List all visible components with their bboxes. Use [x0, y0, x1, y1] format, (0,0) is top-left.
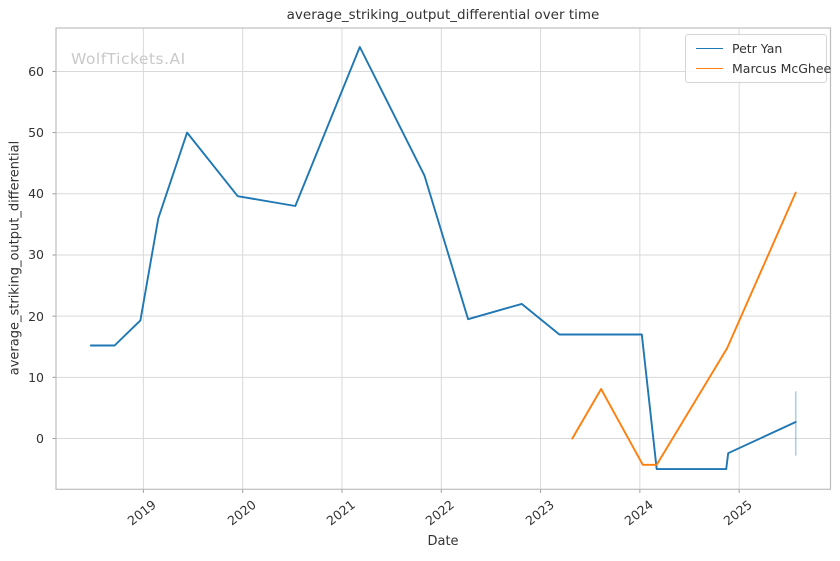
plot-border	[55, 27, 832, 490]
series-line-petr-yan	[89, 46, 797, 471]
watermark: WolfTickets.AI	[71, 50, 186, 68]
x-axis-label: Date	[427, 534, 459, 549]
legend-item-petr-yan: Petr Yan	[696, 41, 818, 56]
y-tick-label: 20	[28, 308, 44, 324]
y-tick-label: 10	[28, 369, 44, 385]
legend-label: Petr Yan	[732, 41, 783, 56]
series-line-marcus-mcghee	[571, 191, 797, 466]
y-tick-label: 60	[28, 63, 44, 79]
y-tick-label: 0	[36, 431, 44, 447]
legend: Petr Yan Marcus McGhee	[685, 34, 831, 83]
chart-title: average_striking_output_differential ove…	[286, 7, 600, 23]
y-tick-label: 50	[28, 125, 44, 141]
y-tick-label: 40	[28, 186, 44, 202]
legend-line-swatch	[696, 48, 723, 49]
legend-line-swatch	[696, 68, 723, 69]
legend-label: Marcus McGhee	[732, 61, 832, 76]
y-tick-label: 30	[28, 247, 44, 263]
legend-item-marcus-mcghee: Marcus McGhee	[696, 61, 831, 76]
